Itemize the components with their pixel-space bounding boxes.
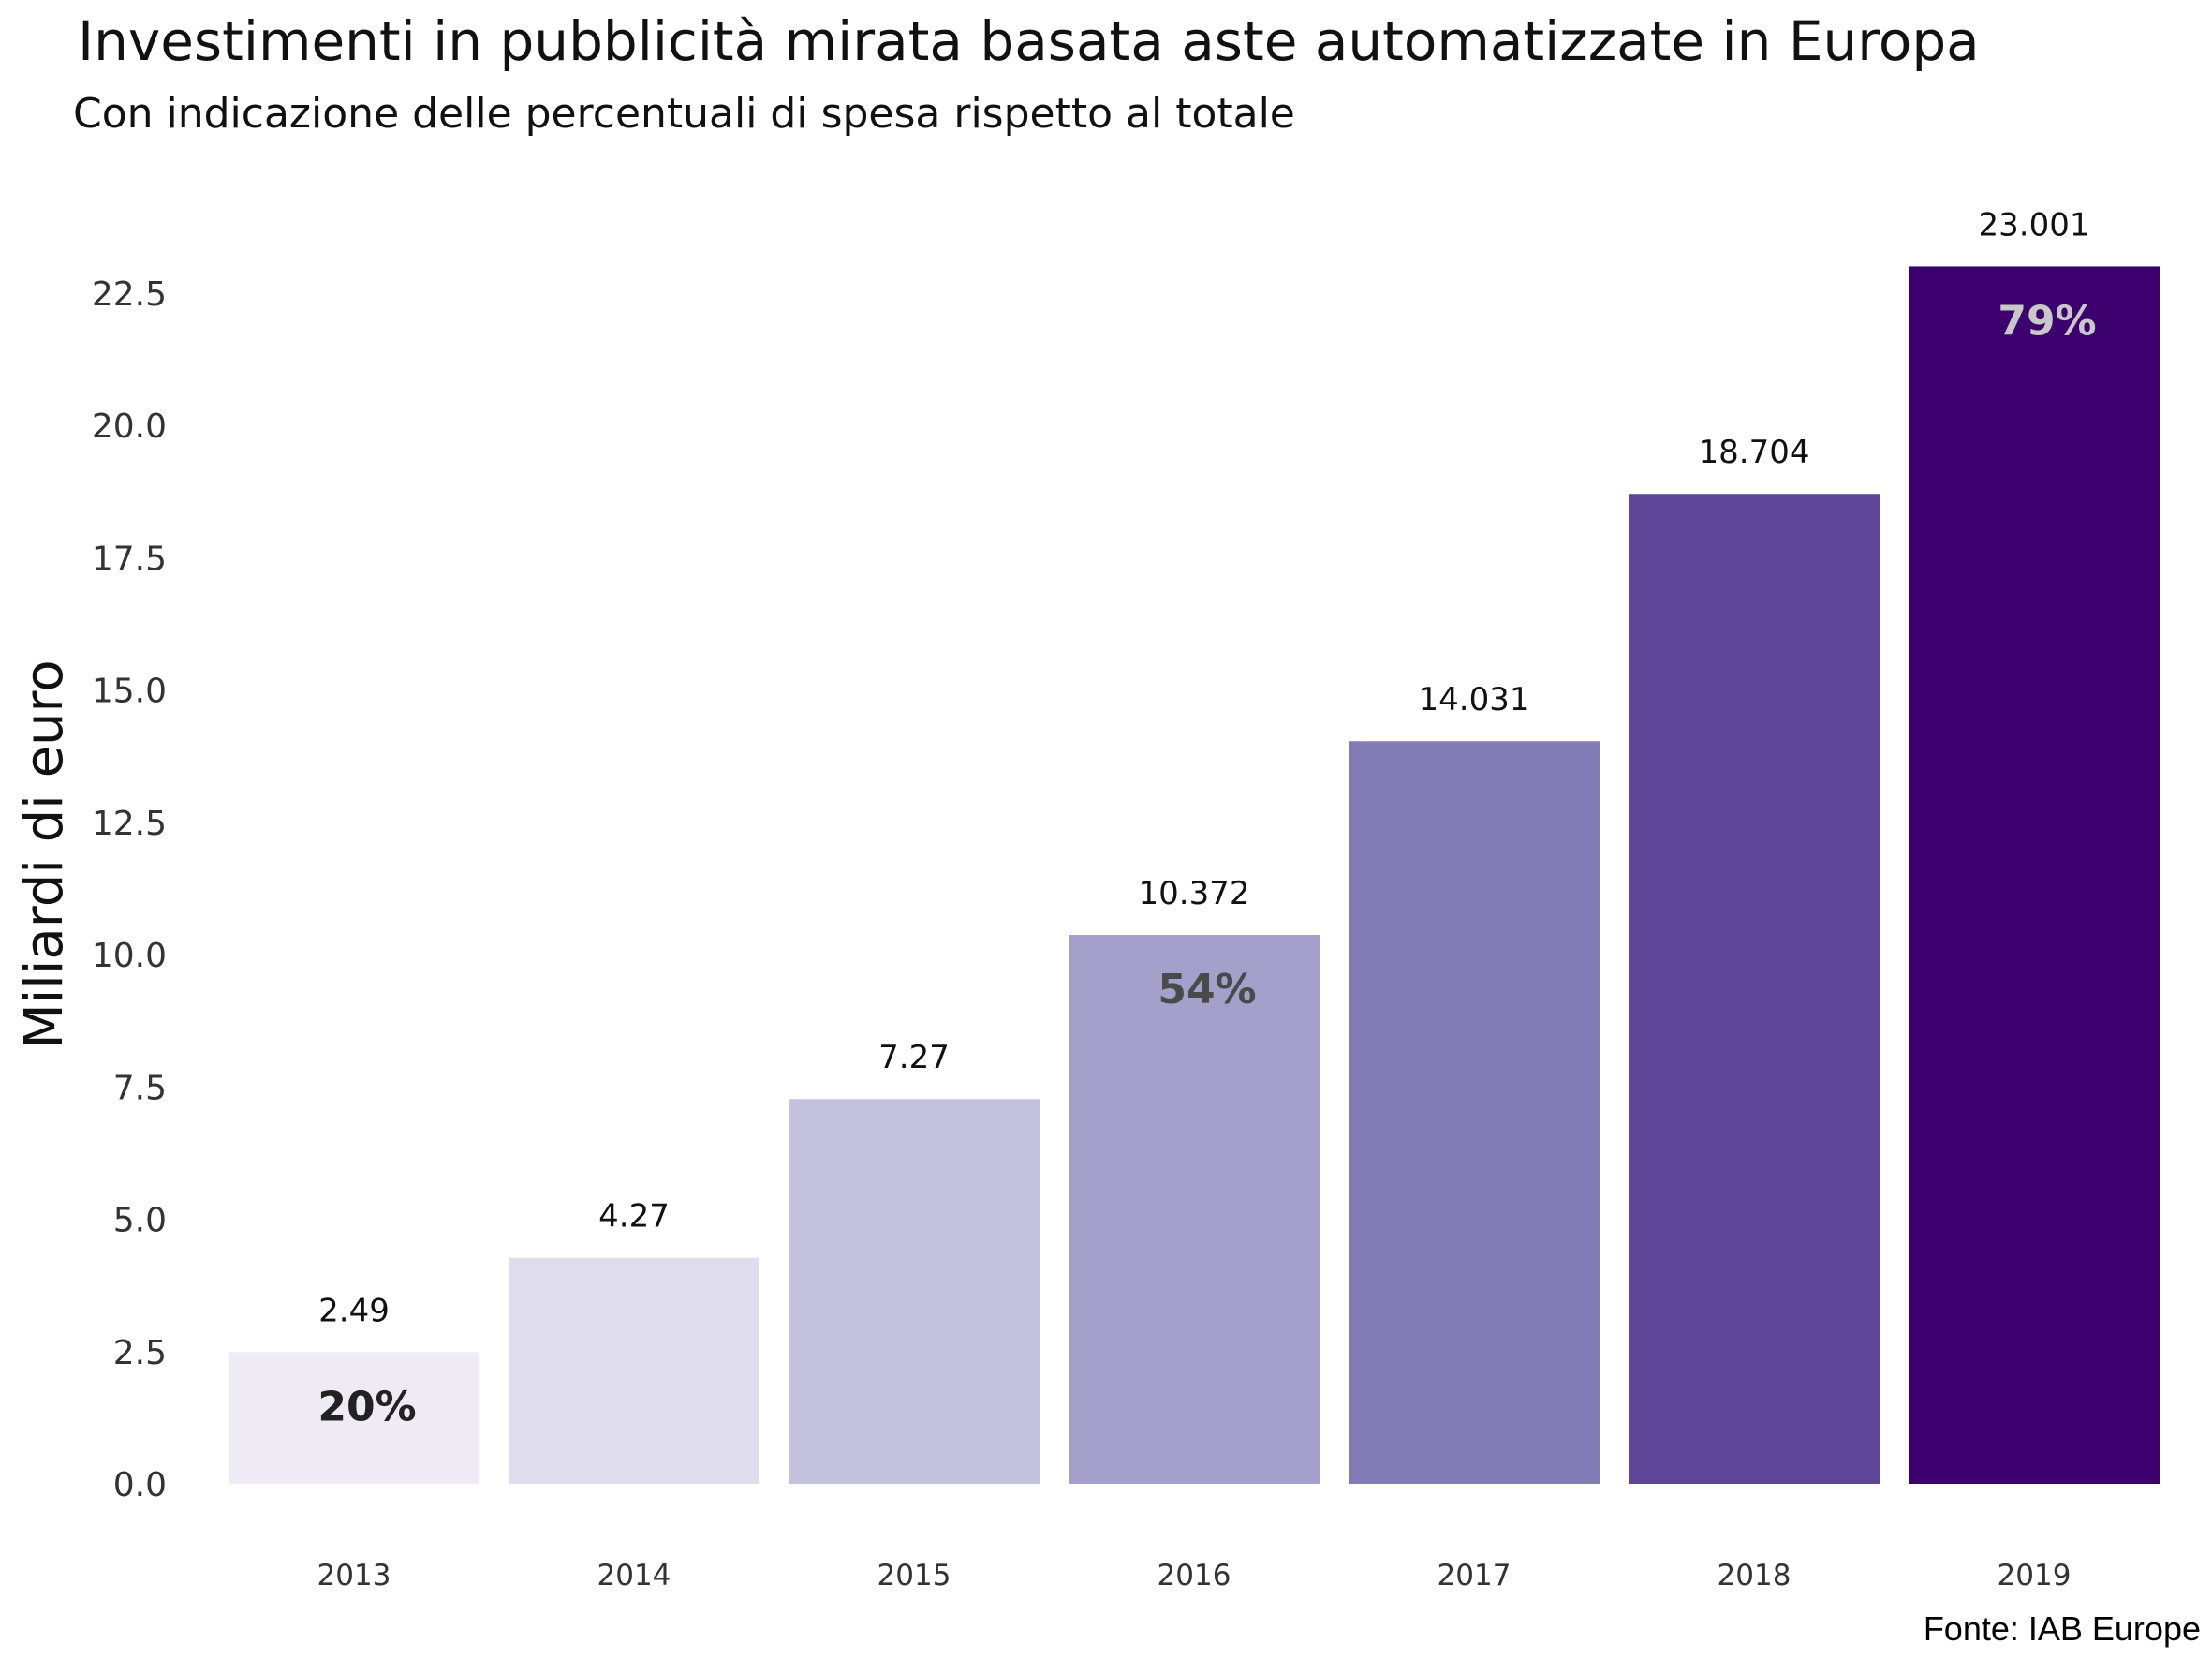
x-tick-label: 2018 (1718, 1559, 1792, 1592)
bar-2015 (789, 1099, 1040, 1484)
bar-2016 (1069, 934, 1320, 1484)
bar-2019 (1909, 266, 2160, 1485)
bar-2017 (1349, 741, 1600, 1484)
chart-title: Investimenti in pubblicità mirata basata… (78, 9, 1980, 73)
x-axis-ticks: 2013 2014 2015 2016 2017 2018 2019 (317, 1559, 2072, 1592)
y-tick-label: 12.5 (92, 805, 167, 843)
bar-value-label: 18.704 (1699, 434, 1810, 471)
chart-subtitle: Con indicazione delle percentuali di spe… (73, 90, 1295, 138)
y-tick-label: 2.5 (113, 1334, 167, 1372)
x-tick-label: 2015 (877, 1559, 951, 1592)
y-tick-label: 15.0 (92, 673, 167, 711)
percent-label-2016: 54% (1158, 966, 1256, 1014)
bar-2014 (509, 1257, 759, 1484)
bar-value-label: 14.031 (1419, 681, 1530, 718)
bar-value-label: 23.001 (1979, 206, 2090, 244)
source-note: Fonte: IAB Europe (1924, 1609, 2201, 1648)
y-axis-label: Miliardi di euro (14, 659, 75, 1048)
bar-value-label: 7.27 (878, 1039, 950, 1076)
bars (229, 266, 2160, 1485)
value-labels: 2.49 4.27 7.27 10.372 14.031 18.704 23.001 (318, 206, 2089, 1329)
y-axis-ticks: 0.0 2.5 5.0 7.5 10.0 12.5 15.0 17.5 20.0 22.5 (92, 275, 167, 1504)
bar-value-label: 10.372 (1139, 875, 1250, 912)
y-tick-label: 17.5 (92, 540, 167, 578)
x-tick-label: 2013 (317, 1559, 391, 1592)
y-tick-label: 22.5 (92, 275, 167, 314)
x-tick-label: 2016 (1158, 1559, 1231, 1592)
x-tick-label: 2017 (1438, 1559, 1512, 1592)
percent-label-2013: 20% (317, 1383, 416, 1430)
bar-value-label: 2.49 (318, 1292, 390, 1329)
y-tick-label: 10.0 (92, 937, 167, 975)
y-tick-label: 5.0 (113, 1202, 167, 1240)
y-tick-label: 20.0 (92, 407, 167, 446)
bar-value-label: 4.27 (598, 1198, 670, 1236)
percent-label-2019: 79% (1998, 297, 2096, 345)
x-tick-label: 2019 (1998, 1559, 2072, 1592)
y-tick-label: 0.0 (113, 1466, 167, 1504)
y-tick-label: 7.5 (113, 1069, 167, 1107)
percent-labels: 20% 54% 79% (317, 297, 2096, 1430)
x-tick-label: 2014 (597, 1559, 671, 1592)
bar-2013 (229, 1352, 479, 1484)
bar-2018 (1629, 494, 1880, 1484)
